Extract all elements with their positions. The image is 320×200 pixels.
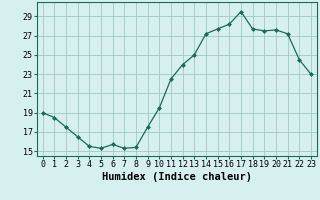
X-axis label: Humidex (Indice chaleur): Humidex (Indice chaleur) — [102, 172, 252, 182]
